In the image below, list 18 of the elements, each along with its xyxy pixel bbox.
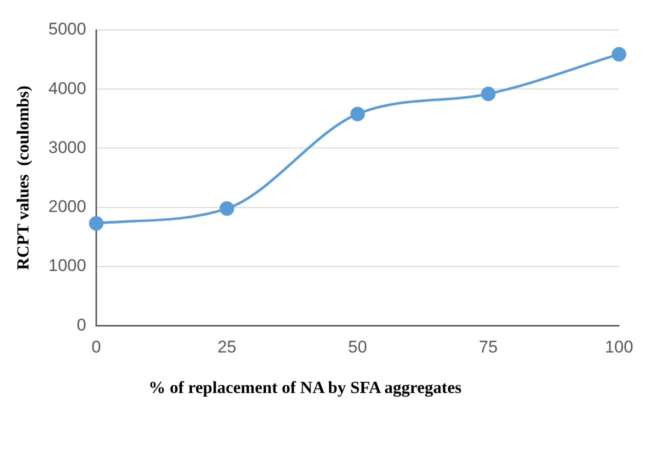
y-axis-title: RCPT values (coulombs) [14,86,33,270]
point [612,46,626,62]
point [88,216,104,231]
y-tick-label: 2000 [48,197,86,216]
y-tick-label: 0 [76,315,86,334]
y-tick-label: 5000 [48,20,86,39]
y-tick-label: 4000 [48,78,86,98]
y-tick-label: 1000 [48,256,86,276]
point [220,201,234,216]
x-tick-label: 50 [348,337,368,356]
x-tick-label: 0 [91,337,101,356]
x-axis-title: % of replacement of NA by SFA aggregates [147,378,463,398]
x-tick-label: 100 [604,337,634,356]
y-tick-label: 3000 [48,138,86,157]
point [350,106,365,122]
x-tick-label: 25 [217,337,236,356]
point [481,86,496,102]
x-tick-label: 75 [478,337,498,356]
